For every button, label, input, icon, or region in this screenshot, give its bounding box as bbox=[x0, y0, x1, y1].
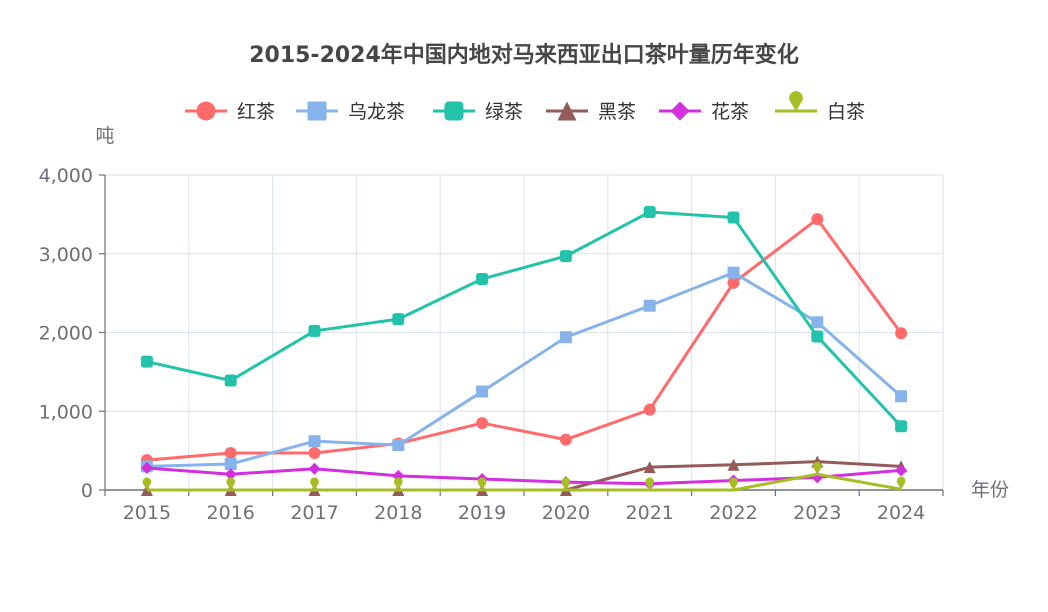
data-point bbox=[561, 477, 571, 490]
data-point bbox=[727, 458, 740, 471]
y-tick-label: 2,000 bbox=[39, 323, 93, 345]
legend-marker bbox=[557, 101, 577, 121]
x-tick-label: 2021 bbox=[626, 502, 674, 524]
series-line bbox=[146, 472, 902, 492]
chart-title: 2015-2024年中国内地对马来西亚出口茶叶量历年变化 bbox=[249, 42, 799, 68]
data-point bbox=[224, 374, 237, 387]
x-tick-label: 2018 bbox=[374, 502, 422, 524]
data-point bbox=[643, 461, 656, 474]
data-point bbox=[140, 355, 153, 368]
legend-marker bbox=[444, 101, 464, 121]
x-tick-label: 2022 bbox=[709, 502, 757, 524]
y-tick-label: 0 bbox=[81, 480, 93, 502]
legend-marker bbox=[670, 101, 690, 121]
x-axis-label: 年份 bbox=[971, 479, 1009, 501]
legend-marker bbox=[789, 91, 803, 111]
data-point bbox=[727, 211, 740, 224]
legend-item-红茶[interactable]: 红茶 bbox=[185, 101, 275, 123]
data-point bbox=[559, 433, 572, 446]
data-point bbox=[140, 461, 153, 474]
x-tick-label: 2020 bbox=[542, 502, 590, 524]
data-point bbox=[811, 330, 824, 343]
axes: 0 1,000 2,000 3,000 4,000 2015 2016 2017 2018 201… bbox=[39, 165, 944, 524]
legend-label: 红茶 bbox=[237, 101, 275, 123]
legend-label: 白茶 bbox=[827, 101, 865, 123]
data-point bbox=[812, 461, 822, 475]
series-line bbox=[146, 210, 903, 428]
y-axis-label: 吨 bbox=[95, 125, 114, 147]
data-point bbox=[310, 477, 319, 490]
series-line bbox=[146, 466, 902, 486]
data-point bbox=[392, 313, 405, 326]
data-point bbox=[895, 327, 908, 340]
data-point bbox=[896, 476, 906, 490]
data-point bbox=[643, 403, 656, 416]
grid-lines bbox=[105, 174, 944, 490]
legend-item-白茶[interactable]: 白茶 bbox=[775, 91, 865, 123]
data-point bbox=[727, 276, 740, 289]
data-point bbox=[392, 439, 405, 452]
data-point bbox=[476, 385, 489, 398]
x-tick-label: 2016 bbox=[207, 502, 255, 524]
data-point bbox=[476, 272, 489, 285]
data-point bbox=[895, 464, 908, 477]
legend-label: 绿茶 bbox=[485, 101, 523, 123]
data-point bbox=[895, 420, 908, 433]
data-point bbox=[308, 462, 321, 475]
legend-item-黑茶[interactable]: 黑茶 bbox=[546, 101, 636, 123]
data-point bbox=[308, 324, 321, 337]
data-point bbox=[224, 446, 237, 459]
legend-label: 乌龙茶 bbox=[348, 101, 405, 123]
data-point bbox=[476, 417, 489, 430]
data-point bbox=[224, 468, 237, 481]
legend-label: 花茶 bbox=[711, 101, 749, 123]
series-layer bbox=[140, 206, 908, 496]
y-tick-label: 1,000 bbox=[39, 401, 93, 423]
data-point bbox=[811, 213, 824, 226]
data-point bbox=[729, 477, 738, 490]
x-tick-label: 2024 bbox=[877, 502, 925, 524]
data-point bbox=[895, 390, 908, 403]
data-point bbox=[226, 477, 236, 490]
legend-marker bbox=[196, 101, 216, 121]
x-tick-label: 2017 bbox=[290, 502, 338, 524]
y-tick-label: 3,000 bbox=[39, 244, 93, 266]
data-point bbox=[643, 299, 656, 312]
data-point bbox=[811, 316, 824, 329]
data-point bbox=[559, 250, 572, 263]
legend-marker bbox=[307, 101, 327, 121]
x-tick-label: 2023 bbox=[793, 502, 841, 524]
data-point bbox=[393, 477, 403, 490]
series-白茶 bbox=[142, 461, 906, 492]
series-line bbox=[146, 271, 903, 468]
data-point bbox=[477, 477, 487, 490]
x-tick-label: 2019 bbox=[458, 502, 506, 524]
series-绿茶 bbox=[140, 206, 908, 433]
data-point bbox=[142, 477, 152, 490]
legend-item-绿茶[interactable]: 绿茶 bbox=[433, 101, 523, 123]
data-point bbox=[643, 206, 656, 219]
data-point bbox=[645, 477, 655, 490]
data-point bbox=[308, 446, 321, 459]
data-point bbox=[224, 458, 237, 471]
data-point bbox=[308, 435, 321, 448]
legend-label: 黑茶 bbox=[598, 101, 636, 123]
chart-legend: 红茶 乌龙茶 绿茶 黑茶 花茶 白茶 bbox=[185, 91, 865, 123]
legend-item-花茶[interactable]: 花茶 bbox=[659, 101, 749, 123]
data-point bbox=[559, 331, 572, 344]
legend-item-乌龙茶[interactable]: 乌龙茶 bbox=[296, 101, 405, 123]
data-point bbox=[727, 266, 740, 279]
y-tick-label: 4,000 bbox=[39, 165, 93, 187]
x-tick-label: 2015 bbox=[123, 502, 171, 524]
